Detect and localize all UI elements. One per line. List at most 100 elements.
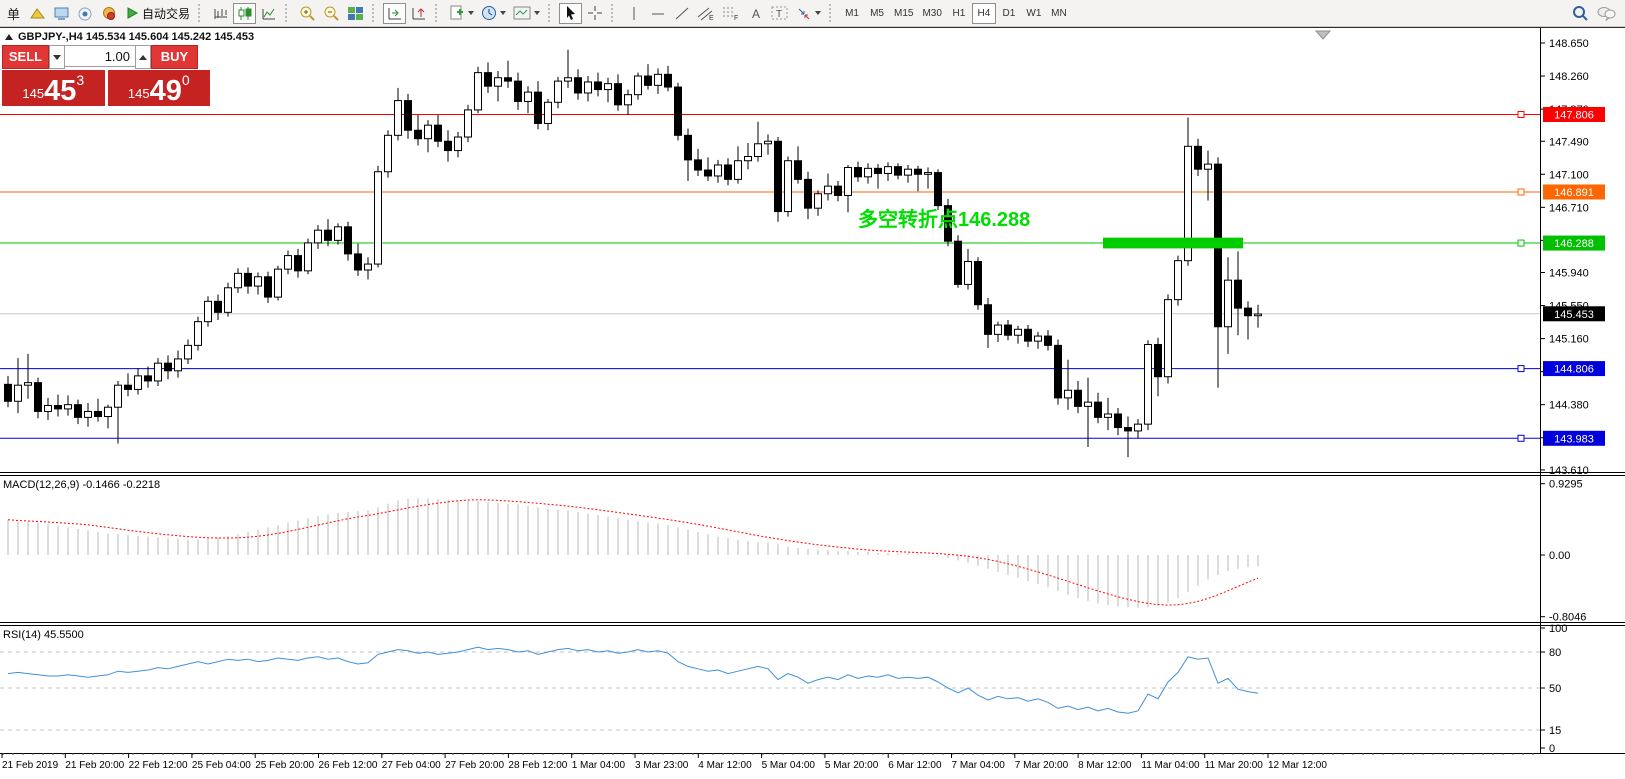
one-click-order-row: SELL 1.00 BUY bbox=[2, 45, 210, 69]
fibonacci-icon: F bbox=[723, 7, 738, 21]
level-handle[interactable] bbox=[1517, 434, 1525, 442]
bar-chart-icon bbox=[214, 8, 227, 19]
sell-price-small: 145 bbox=[22, 86, 45, 101]
level-price-badge bbox=[1543, 184, 1605, 200]
buy-price-quote[interactable]: 145 49 0 bbox=[107, 70, 210, 106]
text-label-button[interactable]: T bbox=[768, 3, 792, 24]
candle-body bbox=[434, 124, 442, 142]
candle-body bbox=[644, 75, 652, 86]
zoom-in-button[interactable] bbox=[296, 3, 319, 24]
templates-icon bbox=[513, 6, 531, 20]
volume-decrease-button[interactable] bbox=[49, 45, 65, 69]
fibonacci-button[interactable]: F bbox=[719, 3, 743, 24]
zoom-out-button[interactable] bbox=[320, 3, 343, 24]
symbol-collapse-icon[interactable] bbox=[5, 34, 13, 40]
level-price-badge-label: 146.288 bbox=[1554, 238, 1594, 250]
cursor-icon bbox=[566, 6, 575, 20]
horizontal-line-button[interactable] bbox=[646, 3, 669, 24]
bar-chart-button[interactable] bbox=[209, 3, 232, 24]
candle-body bbox=[1154, 344, 1162, 378]
price-tick-label: 143.610 bbox=[1549, 465, 1589, 477]
candle-body bbox=[534, 91, 542, 124]
price-tick-label: 148.260 bbox=[1549, 71, 1589, 83]
timeframe-button-m30[interactable]: M30 bbox=[922, 7, 942, 19]
candle-body bbox=[904, 168, 912, 176]
text-button[interactable]: A bbox=[744, 3, 767, 24]
zoom-out-icon bbox=[324, 6, 339, 21]
periods-button[interactable] bbox=[478, 3, 509, 24]
candle-body bbox=[44, 405, 52, 412]
level-handle[interactable] bbox=[1517, 239, 1525, 247]
terminal-button[interactable] bbox=[50, 3, 73, 24]
arrows-button[interactable] bbox=[793, 3, 824, 24]
timeframe-button-h4[interactable]: H4 bbox=[971, 2, 996, 24]
rsi-tick-label: 100 bbox=[1549, 623, 1567, 635]
timeframe-button-mn[interactable]: MN bbox=[1051, 7, 1067, 19]
spin-up-icon bbox=[139, 54, 147, 60]
one-click-trading-panel: SELL 1.00 BUY 145 45 3 145 49 0 bbox=[2, 45, 210, 106]
metaeditor-button[interactable] bbox=[26, 3, 49, 24]
toolbar: 单 自动交易 E F A T M1 M5 M15 M30 H1 H4 D1 W1 MN bbox=[0, 0, 1625, 27]
timeframe-button-m5[interactable]: M5 bbox=[870, 7, 884, 19]
indicators-button[interactable] bbox=[446, 3, 477, 24]
date-label: 21 Feb 2019 bbox=[2, 760, 59, 771]
sell-button[interactable]: SELL bbox=[2, 45, 49, 69]
candle-body bbox=[294, 255, 302, 272]
templates-button[interactable] bbox=[510, 3, 543, 24]
chat-button[interactable] bbox=[1593, 3, 1619, 24]
turning-point-annotation[interactable]: 多空转折点146.288 bbox=[858, 207, 1030, 231]
date-label: 5 Mar 20:00 bbox=[825, 760, 879, 771]
candle-body bbox=[194, 321, 202, 346]
text-label-icon: T bbox=[771, 6, 788, 20]
timeframe-button-m1[interactable]: M1 bbox=[845, 7, 859, 19]
timeframe-button-d1[interactable]: D1 bbox=[1002, 7, 1016, 19]
chart-shift-marker[interactable] bbox=[1314, 30, 1332, 40]
timeframe-button-m15[interactable]: M15 bbox=[894, 7, 914, 19]
crosshair-button[interactable] bbox=[583, 3, 606, 24]
signals-button[interactable] bbox=[74, 3, 97, 24]
symbol-title: GBPJPY-,H4 145.534 145.604 145.242 145.4… bbox=[18, 31, 255, 43]
market-button[interactable] bbox=[98, 3, 121, 24]
auto-scroll-button[interactable] bbox=[383, 2, 407, 24]
candle-body bbox=[384, 134, 392, 173]
autotrading-button[interactable]: 自动交易 bbox=[122, 3, 193, 24]
candle-body bbox=[444, 140, 452, 152]
level-handle[interactable] bbox=[1517, 365, 1525, 373]
candlestick-chart-button[interactable] bbox=[233, 2, 257, 24]
vertical-line-button[interactable] bbox=[622, 3, 645, 24]
candle-body bbox=[1144, 344, 1152, 425]
chart-shift-button[interactable] bbox=[407, 3, 430, 24]
search-button[interactable] bbox=[1569, 3, 1592, 24]
candle-body bbox=[594, 81, 602, 91]
line-chart-button[interactable] bbox=[257, 3, 280, 24]
equidistant-channel-button[interactable]: E bbox=[694, 3, 718, 24]
autotrading-label: 自动交易 bbox=[142, 6, 191, 21]
price-tick-label: 145.940 bbox=[1549, 268, 1589, 280]
sell-price-quote[interactable]: 145 45 3 bbox=[2, 70, 105, 106]
cursor-button[interactable] bbox=[559, 2, 583, 24]
candle-body bbox=[704, 169, 712, 177]
trendline-button[interactable] bbox=[670, 3, 693, 24]
date-label: 3 Mar 23:00 bbox=[635, 760, 689, 771]
candle-body bbox=[284, 255, 292, 270]
level-handle[interactable] bbox=[1517, 188, 1525, 196]
buy-price-sup: 0 bbox=[181, 72, 190, 88]
chart-canvas[interactable]: 多空转折点146.288148.650148.260147.870147.490… bbox=[0, 27, 1625, 774]
buy-button[interactable]: BUY bbox=[151, 45, 198, 69]
level-price-badge bbox=[1543, 235, 1605, 251]
volume-input[interactable]: 1.00 bbox=[65, 45, 135, 67]
candle-body bbox=[714, 164, 722, 177]
tile-windows-icon bbox=[348, 6, 364, 20]
candle-body bbox=[864, 167, 872, 178]
rsi-tick-label: 15 bbox=[1549, 725, 1561, 737]
tile-windows-button[interactable] bbox=[344, 3, 367, 24]
candle-body bbox=[64, 404, 72, 410]
timeframe-button-w1[interactable]: W1 bbox=[1026, 7, 1042, 19]
chart-window[interactable]: 多空转折点146.288148.650148.260147.870147.490… bbox=[0, 27, 1625, 774]
volume-increase-button[interactable] bbox=[135, 45, 151, 69]
terminal-icon bbox=[54, 7, 69, 20]
level-handle[interactable] bbox=[1517, 110, 1525, 118]
timeframe-button-h1[interactable]: H1 bbox=[952, 7, 966, 19]
turning-point-rectangle[interactable] bbox=[1103, 237, 1243, 249]
new-order-button[interactable]: 单 bbox=[2, 3, 25, 24]
